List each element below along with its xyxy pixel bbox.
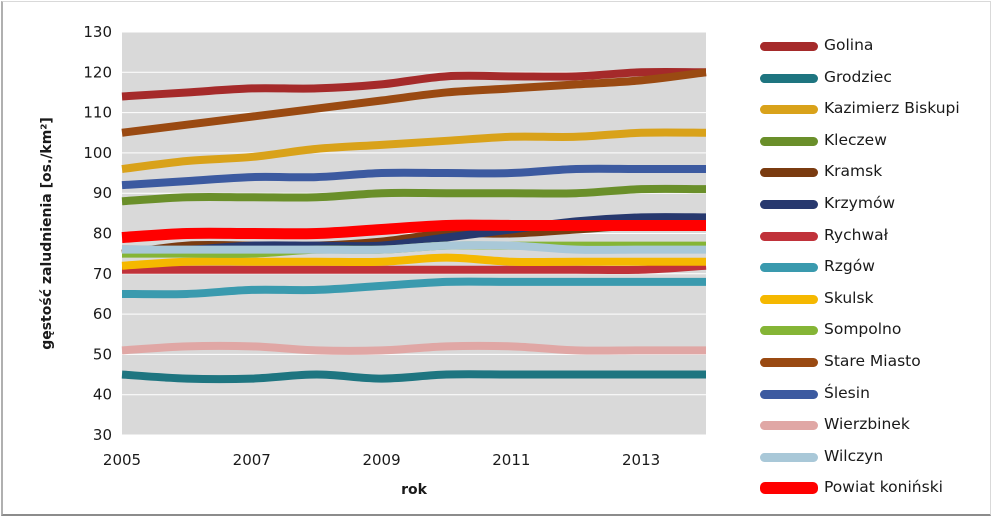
x-axis-title: rok (401, 482, 428, 498)
legend-label: Wierzbinek (824, 415, 910, 434)
y-tick-label: 110 (83, 104, 112, 122)
legend-label: Sompolno (824, 320, 902, 339)
legend-item: Powiat koniński (760, 476, 990, 508)
legend-label: Stare Miasto (824, 351, 921, 370)
legend-label: Kramsk (824, 162, 883, 181)
legend-label: Ślesin (824, 383, 870, 402)
legend-label: Rychwał (824, 225, 889, 244)
legend-item: Sompolno (760, 318, 990, 350)
legend-swatch (760, 105, 818, 115)
legend: Golina Grodziec Kazimierz Biskupi Kleczew Kr… (760, 34, 990, 508)
x-tick-label: 2011 (492, 451, 530, 469)
series-line-2 (121, 128, 707, 173)
y-tick-label: 90 (93, 184, 112, 202)
legend-swatch (760, 357, 818, 367)
legend-swatch (760, 294, 818, 304)
legend-item: Ślesin (760, 382, 990, 414)
legend-swatch (760, 263, 818, 273)
series-line-10 (121, 68, 707, 137)
legend-label: Kazimierz Biskupi (824, 99, 960, 118)
legend-swatch (760, 168, 818, 178)
legend-label: Skulsk (824, 288, 874, 307)
legend-label: Grodziec (824, 67, 892, 86)
series-line-11 (121, 164, 706, 190)
y-tick-labels: 30 40 50 60 70 80 90 100 110 120 130 (83, 23, 112, 444)
series-line-6 (122, 261, 707, 275)
legend-item: Grodziec (760, 66, 990, 98)
legend-swatch (760, 482, 818, 495)
legend-item: Kramsk (760, 160, 990, 192)
series-line-0 (121, 68, 707, 101)
legend-item: Krzymów (760, 192, 990, 224)
legend-label: Kleczew (824, 130, 887, 149)
y-axis-title: gęstość zaludnienia [os./km²] (39, 117, 55, 350)
legend-swatch (760, 452, 818, 462)
legend-swatch (760, 136, 818, 146)
x-tick-label: 2007 (233, 451, 271, 469)
legend-label: Golina (824, 36, 874, 54)
y-tick-label: 130 (83, 23, 112, 41)
y-tick-label: 80 (93, 225, 112, 243)
legend-item: Wilczyn (760, 445, 990, 477)
legend-item: Rychwał (760, 224, 990, 256)
legend-label: Krzymów (824, 193, 896, 212)
legend-item: Rzgów (760, 255, 990, 287)
legend-swatch (760, 199, 818, 209)
y-tick-label: 40 (93, 386, 112, 404)
series-line-12 (121, 341, 706, 355)
y-tick-label: 120 (83, 63, 112, 81)
x-tick-labels: 2005 2007 2009 2011 2013 (103, 451, 660, 469)
legend-swatch (760, 389, 818, 399)
series-line-13 (121, 241, 706, 254)
legend-item: Wierzbinek (760, 413, 990, 445)
legend-item: Skulsk (760, 287, 990, 319)
legend-swatch (760, 42, 818, 51)
y-tick-label: 30 (93, 426, 112, 444)
x-tick-label: 2005 (103, 451, 141, 469)
legend-item: Stare Miasto (760, 350, 990, 382)
series-line-8 (121, 253, 706, 270)
x-tick-label: 2009 (362, 451, 400, 469)
y-tick-label: 100 (83, 144, 112, 162)
series-line-7 (121, 277, 706, 299)
legend-label: Powiat koniński (824, 478, 943, 497)
series-line-3 (121, 184, 707, 206)
legend-swatch (760, 73, 818, 83)
x-tick-label: 2013 (622, 451, 660, 469)
y-tick-label: 70 (93, 265, 112, 283)
y-tick-label: 50 (93, 345, 112, 363)
legend-swatch (760, 231, 818, 241)
legend-label: Rzgów (824, 257, 875, 276)
legend-label: Wilczyn (824, 446, 884, 465)
legend-swatch (760, 326, 818, 336)
series-line-1 (121, 370, 706, 384)
legend-item: Golina (760, 34, 990, 66)
legend-swatch (760, 421, 818, 431)
y-tick-label: 60 (93, 305, 112, 323)
series-lines (121, 68, 707, 384)
legend-item: Kazimierz Biskupi (760, 97, 990, 129)
series-line-14 (121, 219, 706, 244)
legend-item: Kleczew (760, 129, 990, 161)
